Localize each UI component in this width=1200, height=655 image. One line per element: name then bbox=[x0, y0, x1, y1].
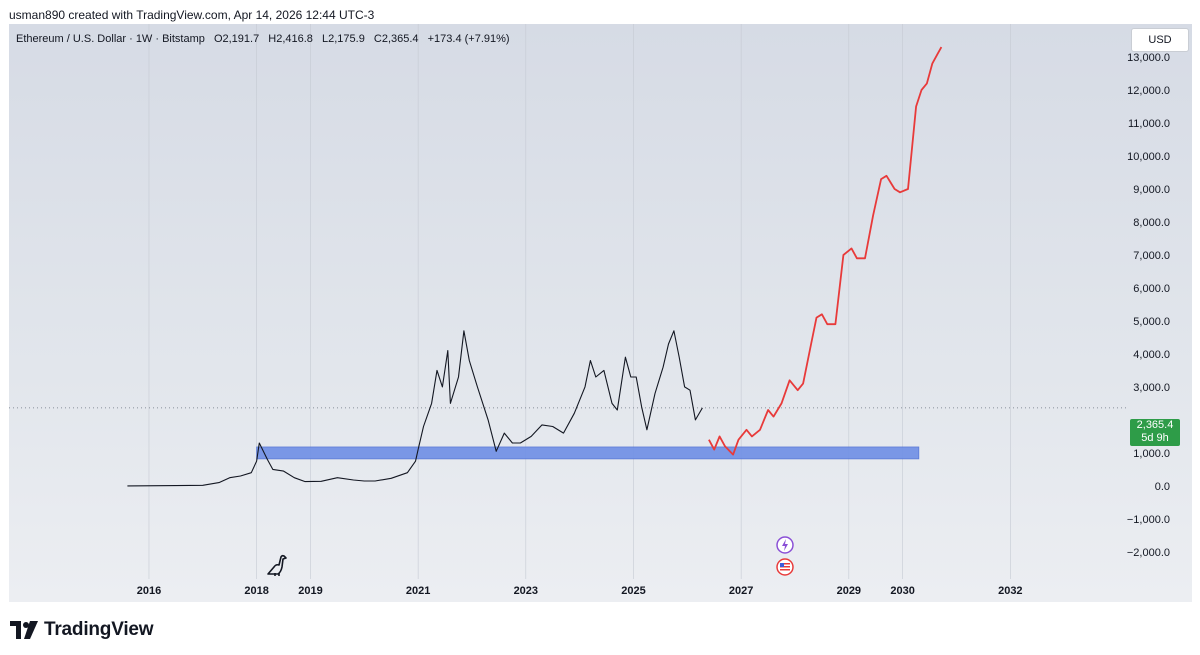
legend-change: +173.4 (+7.91%) bbox=[427, 33, 510, 45]
y-tick-label: 10,000.0 bbox=[1127, 151, 1170, 163]
x-tick-label: 2030 bbox=[890, 585, 914, 597]
y-tick-label: 3,000.0 bbox=[1133, 382, 1170, 394]
y-tick-label: 13,000.0 bbox=[1127, 52, 1170, 64]
y-tick-label: 0.0 bbox=[1155, 481, 1170, 493]
x-tick-label: 2023 bbox=[514, 585, 538, 597]
x-tick-label: 2021 bbox=[406, 585, 430, 597]
legend-close: C2,365.4 bbox=[373, 33, 419, 45]
y-tick-label: 1,000.0 bbox=[1133, 448, 1170, 460]
y-tick-label: 7,000.0 bbox=[1133, 250, 1170, 262]
y-tick-label: −1,000.0 bbox=[1127, 514, 1170, 526]
support-zone bbox=[256, 446, 920, 460]
x-tick-label: 2027 bbox=[729, 585, 753, 597]
y-tick-label: 11,000.0 bbox=[1128, 118, 1170, 130]
x-tick-label: 2016 bbox=[137, 585, 161, 597]
currency-button[interactable]: USD bbox=[1131, 28, 1189, 52]
chart-panel[interactable] bbox=[9, 24, 1192, 602]
x-tick-label: 2025 bbox=[621, 585, 645, 597]
legend-low: L2,175.9 bbox=[322, 33, 365, 45]
y-tick-label: 9,000.0 bbox=[1133, 184, 1170, 196]
price-series-line bbox=[127, 330, 703, 487]
legend-high: H2,416.8 bbox=[268, 33, 313, 45]
us-flag-event-icon[interactable] bbox=[776, 558, 794, 576]
y-tick-label: −2,000.0 bbox=[1127, 547, 1170, 559]
projection-series-line bbox=[708, 46, 943, 456]
x-tick-label: 2019 bbox=[298, 585, 322, 597]
y-tick-label: 8,000.0 bbox=[1133, 217, 1170, 229]
y-tick-label: 5,000.0 bbox=[1133, 316, 1170, 328]
last-price-label: 2,365.4 5d 9h bbox=[1130, 419, 1180, 446]
caption: usman890 created with TradingView.com, A… bbox=[9, 8, 375, 22]
y-tick-label: 4,000.0 bbox=[1133, 349, 1170, 361]
dino-icon[interactable] bbox=[266, 553, 290, 577]
y-tick-label: 12,000.0 bbox=[1127, 85, 1170, 97]
tradingview-mark-icon bbox=[10, 621, 38, 639]
lightning-event-icon[interactable] bbox=[776, 536, 794, 554]
legend-symbol: Ethereum / U.S. Dollar · 1W · Bitstamp bbox=[16, 33, 205, 45]
legend-open: O2,191.7 bbox=[213, 33, 260, 45]
last-price-countdown: 5d 9h bbox=[1141, 432, 1169, 444]
chart-legend: Ethereum / U.S. Dollar · 1W · Bitstamp O… bbox=[16, 33, 516, 45]
last-price-value: 2,365.4 bbox=[1136, 419, 1174, 431]
y-tick-label: 6,000.0 bbox=[1133, 283, 1170, 295]
x-tick-label: 2018 bbox=[244, 585, 268, 597]
x-tick-label: 2029 bbox=[837, 585, 861, 597]
x-tick-label: 2032 bbox=[998, 585, 1022, 597]
tradingview-wordmark: TradingView bbox=[44, 619, 154, 640]
tradingview-logo[interactable]: TradingView bbox=[10, 619, 154, 641]
